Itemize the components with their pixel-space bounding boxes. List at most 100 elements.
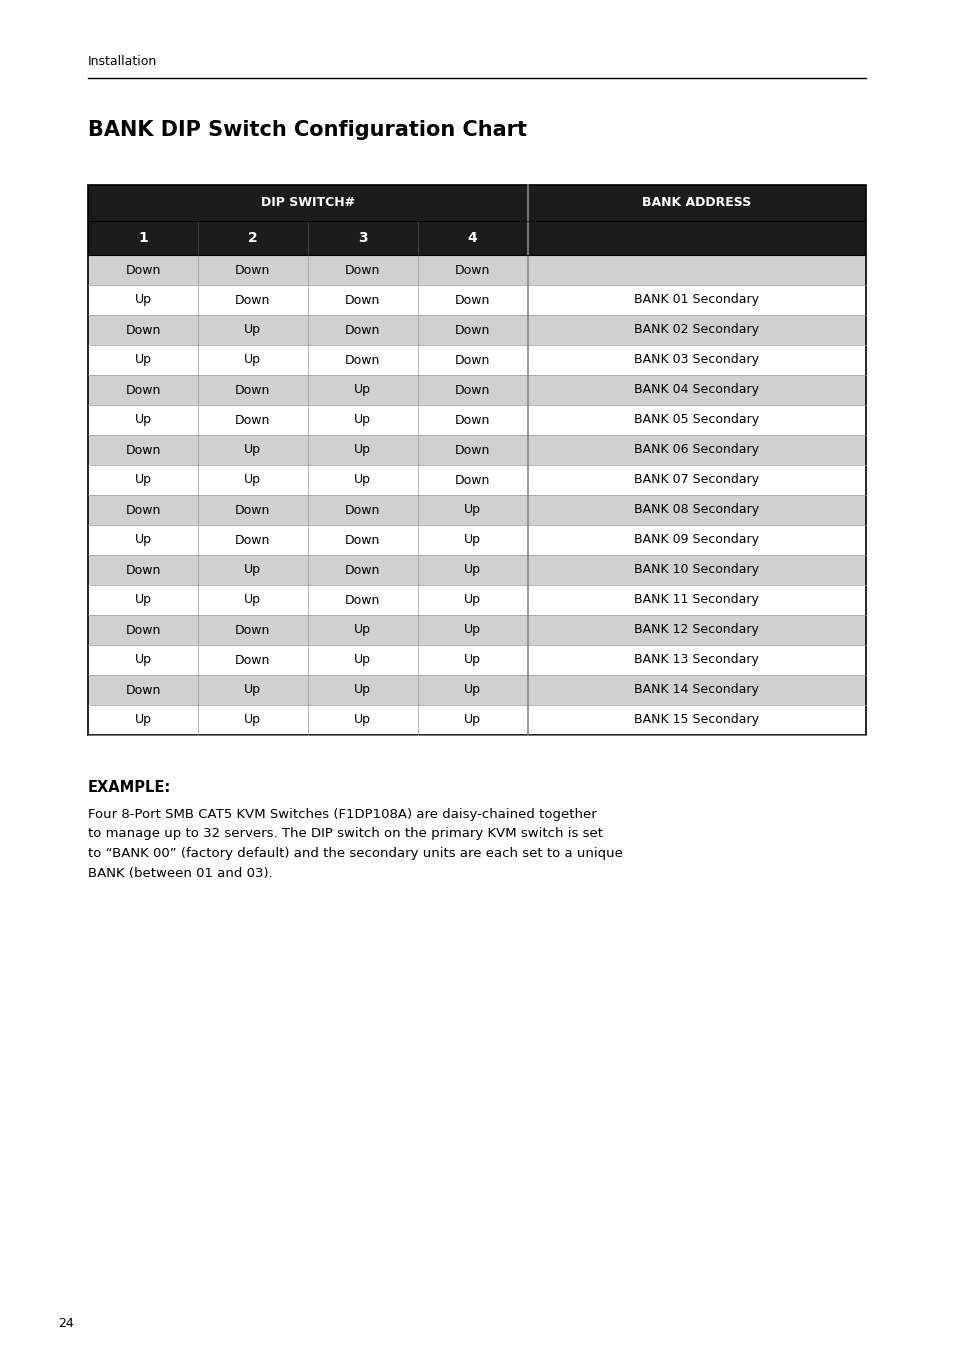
Text: 2: 2 xyxy=(248,230,257,245)
Text: 3: 3 xyxy=(357,230,367,245)
Text: Up: Up xyxy=(244,563,261,577)
Bar xyxy=(88,405,865,435)
Text: BANK ADDRESS: BANK ADDRESS xyxy=(641,196,751,210)
Text: Down: Down xyxy=(455,293,490,307)
Bar xyxy=(88,255,865,285)
Text: BANK 14 Secondary: BANK 14 Secondary xyxy=(634,683,759,696)
Bar xyxy=(88,705,865,735)
Text: Down: Down xyxy=(345,593,380,607)
Text: Down: Down xyxy=(455,413,490,427)
Text: 24: 24 xyxy=(58,1317,73,1330)
Text: Up: Up xyxy=(464,503,480,517)
Text: Down: Down xyxy=(125,563,160,577)
Bar xyxy=(88,675,865,705)
Bar xyxy=(88,615,865,645)
Text: Down: Down xyxy=(234,653,271,667)
Text: Down: Down xyxy=(125,443,160,457)
Text: Down: Down xyxy=(345,293,380,307)
Text: Up: Up xyxy=(134,593,152,607)
Text: EXAMPLE:: EXAMPLE: xyxy=(88,780,172,795)
Text: Down: Down xyxy=(234,413,271,427)
Text: BANK 13 Secondary: BANK 13 Secondary xyxy=(634,653,759,667)
Text: BANK 01 Secondary: BANK 01 Secondary xyxy=(634,293,759,307)
Bar xyxy=(88,375,865,405)
Bar xyxy=(88,315,865,345)
Text: BANK 11 Secondary: BANK 11 Secondary xyxy=(634,593,759,607)
Bar xyxy=(88,495,865,525)
Text: Down: Down xyxy=(455,263,490,277)
Text: Down: Down xyxy=(125,503,160,517)
Text: Down: Down xyxy=(125,383,160,397)
Text: BANK 08 Secondary: BANK 08 Secondary xyxy=(634,503,759,517)
Text: Up: Up xyxy=(244,353,261,367)
Bar xyxy=(88,555,865,585)
Text: Up: Up xyxy=(134,713,152,726)
Text: Down: Down xyxy=(234,293,271,307)
Text: Up: Up xyxy=(134,413,152,427)
Text: Up: Up xyxy=(244,473,261,487)
Bar xyxy=(88,645,865,675)
Text: Down: Down xyxy=(345,353,380,367)
Bar xyxy=(88,435,865,465)
Text: Up: Up xyxy=(134,473,152,487)
Text: Down: Down xyxy=(234,623,271,637)
Text: BANK 03 Secondary: BANK 03 Secondary xyxy=(634,353,759,367)
Text: BANK 12 Secondary: BANK 12 Secondary xyxy=(634,623,759,637)
Text: Up: Up xyxy=(244,683,261,696)
Text: Down: Down xyxy=(234,533,271,547)
Text: Installation: Installation xyxy=(88,55,157,68)
Text: Up: Up xyxy=(354,713,371,726)
Text: BANK DIP Switch Configuration Chart: BANK DIP Switch Configuration Chart xyxy=(88,120,526,140)
Text: Down: Down xyxy=(455,383,490,397)
Bar xyxy=(527,185,865,221)
Text: Down: Down xyxy=(125,623,160,637)
Text: Up: Up xyxy=(464,593,480,607)
Text: BANK 07 Secondary: BANK 07 Secondary xyxy=(634,473,759,487)
Text: Up: Up xyxy=(354,383,371,397)
Text: Up: Up xyxy=(354,623,371,637)
Text: Up: Up xyxy=(354,413,371,427)
Text: Down: Down xyxy=(234,503,271,517)
Bar xyxy=(88,585,865,615)
Text: Up: Up xyxy=(354,443,371,457)
Text: 4: 4 xyxy=(467,230,477,245)
Text: Up: Up xyxy=(134,533,152,547)
Text: Down: Down xyxy=(234,263,271,277)
Text: Down: Down xyxy=(345,503,380,517)
Text: Up: Up xyxy=(244,323,261,337)
Text: Down: Down xyxy=(125,263,160,277)
Text: Down: Down xyxy=(125,683,160,696)
Text: Down: Down xyxy=(455,323,490,337)
Text: Down: Down xyxy=(345,563,380,577)
Text: Down: Down xyxy=(455,443,490,457)
Text: Up: Up xyxy=(134,353,152,367)
Bar xyxy=(88,221,865,255)
Text: BANK 05 Secondary: BANK 05 Secondary xyxy=(634,413,759,427)
Text: Up: Up xyxy=(464,713,480,726)
Text: Up: Up xyxy=(464,533,480,547)
Bar xyxy=(88,345,865,375)
Text: Up: Up xyxy=(464,563,480,577)
Text: BANK 10 Secondary: BANK 10 Secondary xyxy=(634,563,759,577)
Bar xyxy=(88,185,865,735)
Text: Down: Down xyxy=(455,473,490,487)
Text: Up: Up xyxy=(244,443,261,457)
Text: BANK 15 Secondary: BANK 15 Secondary xyxy=(634,713,759,726)
Bar xyxy=(88,465,865,495)
Text: Down: Down xyxy=(345,533,380,547)
Bar xyxy=(88,285,865,315)
Text: Up: Up xyxy=(134,293,152,307)
Text: BANK 04 Secondary: BANK 04 Secondary xyxy=(634,383,759,397)
Text: Four 8-Port SMB CAT5 KVM Switches (F1DP108A) are daisy-chained together
to manag: Four 8-Port SMB CAT5 KVM Switches (F1DP1… xyxy=(88,808,622,879)
Text: Down: Down xyxy=(125,323,160,337)
Text: Down: Down xyxy=(455,353,490,367)
Text: Down: Down xyxy=(345,263,380,277)
Text: BANK 09 Secondary: BANK 09 Secondary xyxy=(634,533,759,547)
Text: Down: Down xyxy=(345,323,380,337)
Text: Down: Down xyxy=(234,383,271,397)
Text: Up: Up xyxy=(464,653,480,667)
Bar xyxy=(88,185,527,221)
Text: DIP SWITCH#: DIP SWITCH# xyxy=(260,196,355,210)
Text: Up: Up xyxy=(354,653,371,667)
Text: Up: Up xyxy=(354,473,371,487)
